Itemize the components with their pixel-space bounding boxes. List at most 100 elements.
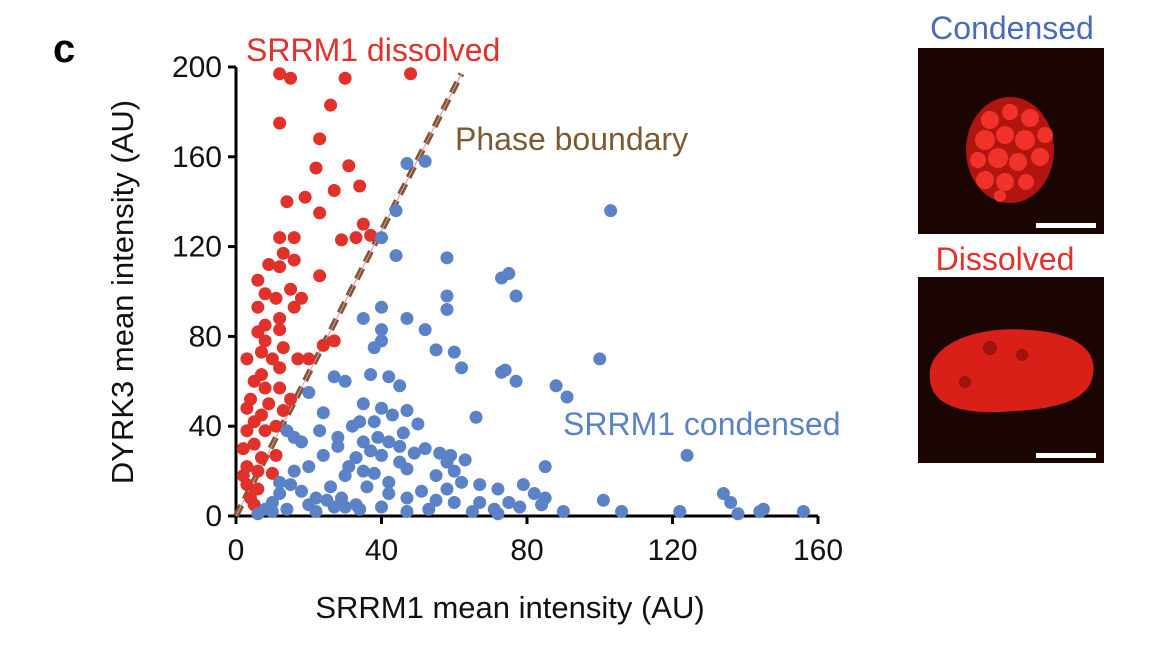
condensed-point bbox=[400, 157, 414, 171]
condensed-point bbox=[342, 460, 356, 474]
y-tick-label: 120 bbox=[172, 231, 222, 264]
condensed-point bbox=[509, 374, 523, 388]
dissolved-point bbox=[298, 190, 312, 204]
condensed-point bbox=[440, 482, 454, 496]
condensed-point bbox=[724, 496, 738, 510]
condensed-point bbox=[549, 379, 563, 393]
dissolved-point bbox=[327, 183, 341, 197]
condensed-point bbox=[389, 204, 403, 218]
x-tick-label: 0 bbox=[228, 534, 245, 567]
condensed-point bbox=[265, 505, 279, 519]
condensed-point bbox=[334, 491, 348, 505]
condensed-point bbox=[415, 484, 429, 498]
condensed-micrograph bbox=[918, 48, 1104, 234]
condensed-point bbox=[447, 345, 461, 359]
condensed-point bbox=[560, 390, 574, 404]
dissolved-point bbox=[284, 282, 298, 296]
dissolved-point bbox=[338, 71, 352, 85]
condensed-point bbox=[287, 464, 301, 478]
condensed-point bbox=[429, 343, 443, 357]
dissolved-point bbox=[273, 231, 287, 245]
condensed-point bbox=[556, 505, 570, 519]
dissolved-point bbox=[240, 478, 254, 492]
condensed-point bbox=[364, 368, 378, 382]
dissolved-point bbox=[258, 381, 272, 395]
condensed-point bbox=[796, 505, 810, 519]
condensed-point bbox=[327, 370, 341, 384]
condensed-point bbox=[367, 341, 381, 355]
axis-ticks: 0 40 80 120 160 0 40 80 120 160 200 bbox=[172, 51, 843, 567]
dissolved-point bbox=[236, 442, 250, 456]
condensed-point bbox=[400, 491, 414, 505]
condensed-point bbox=[716, 487, 730, 501]
condensed-point bbox=[473, 496, 487, 510]
dissolved-point bbox=[269, 448, 283, 462]
dissolved-point bbox=[327, 334, 341, 348]
condensed-point bbox=[513, 500, 527, 514]
condensed-point bbox=[345, 419, 359, 433]
condensed-point bbox=[309, 491, 323, 505]
condensed-point bbox=[458, 453, 472, 467]
dissolved-point bbox=[251, 464, 265, 478]
condensed-point bbox=[349, 498, 363, 512]
dissolved-point bbox=[302, 352, 316, 366]
condensed-point bbox=[382, 370, 396, 384]
dissolved-point bbox=[324, 98, 338, 112]
condensed-point bbox=[356, 397, 370, 411]
condensed-point bbox=[375, 300, 388, 314]
dissolved-point bbox=[247, 415, 261, 429]
dissolved-point bbox=[273, 116, 287, 130]
condensed-point bbox=[375, 500, 388, 514]
condensed-point bbox=[440, 289, 454, 303]
condensed-point bbox=[284, 478, 298, 492]
condensed-point bbox=[338, 374, 352, 388]
condensed-point bbox=[593, 352, 607, 366]
condensed-point bbox=[393, 439, 407, 453]
condensed-point bbox=[440, 302, 454, 316]
condensed-point bbox=[375, 401, 388, 415]
data-points bbox=[236, 67, 810, 521]
condensed-point bbox=[294, 435, 308, 449]
condensed-point bbox=[516, 478, 530, 492]
condensed-point bbox=[382, 435, 396, 449]
dissolved-point bbox=[262, 397, 276, 411]
condensed-point bbox=[400, 505, 414, 519]
dissolved-point bbox=[287, 253, 301, 267]
condensed-point bbox=[473, 478, 487, 492]
condensed-point bbox=[418, 323, 432, 337]
condensed-point bbox=[273, 475, 287, 489]
dissolved-point bbox=[251, 325, 265, 339]
dissolved-inset-title: Dissolved bbox=[936, 241, 1075, 277]
condensed-point bbox=[349, 451, 363, 465]
condensed-point bbox=[596, 493, 610, 507]
condensed-point bbox=[495, 271, 509, 285]
x-tick-label: 120 bbox=[647, 534, 697, 567]
condensed-point bbox=[327, 500, 341, 514]
y-tick-label: 0 bbox=[205, 500, 222, 533]
condensed-point bbox=[447, 496, 461, 510]
dissolved-point bbox=[269, 419, 283, 433]
condensed-point bbox=[502, 496, 516, 510]
dissolved-point bbox=[313, 206, 327, 220]
dissolved-point bbox=[287, 231, 301, 245]
condensed-point bbox=[495, 365, 509, 379]
dissolved-point bbox=[262, 258, 276, 272]
y-axis-title: DYRK3 mean intensity (AU) bbox=[105, 100, 140, 484]
condensed-point bbox=[324, 480, 338, 494]
dissolved-point bbox=[247, 437, 261, 451]
condensed-point bbox=[411, 417, 425, 431]
dissolved-point bbox=[273, 311, 287, 325]
dissolved-point bbox=[240, 352, 254, 366]
phase-boundary bbox=[233, 72, 465, 518]
condensed-point bbox=[615, 505, 629, 519]
dissolved-point bbox=[273, 361, 287, 375]
dissolved-point bbox=[284, 392, 298, 406]
condensed-label: SRRM1 condensed bbox=[563, 406, 840, 442]
condensed-point bbox=[535, 498, 549, 512]
dissolved-point bbox=[309, 161, 323, 175]
condensed-point bbox=[400, 311, 414, 325]
condensed-point bbox=[731, 507, 745, 521]
condensed-point bbox=[389, 249, 403, 263]
condensed-point bbox=[465, 505, 479, 519]
dissolved-point bbox=[273, 381, 287, 395]
